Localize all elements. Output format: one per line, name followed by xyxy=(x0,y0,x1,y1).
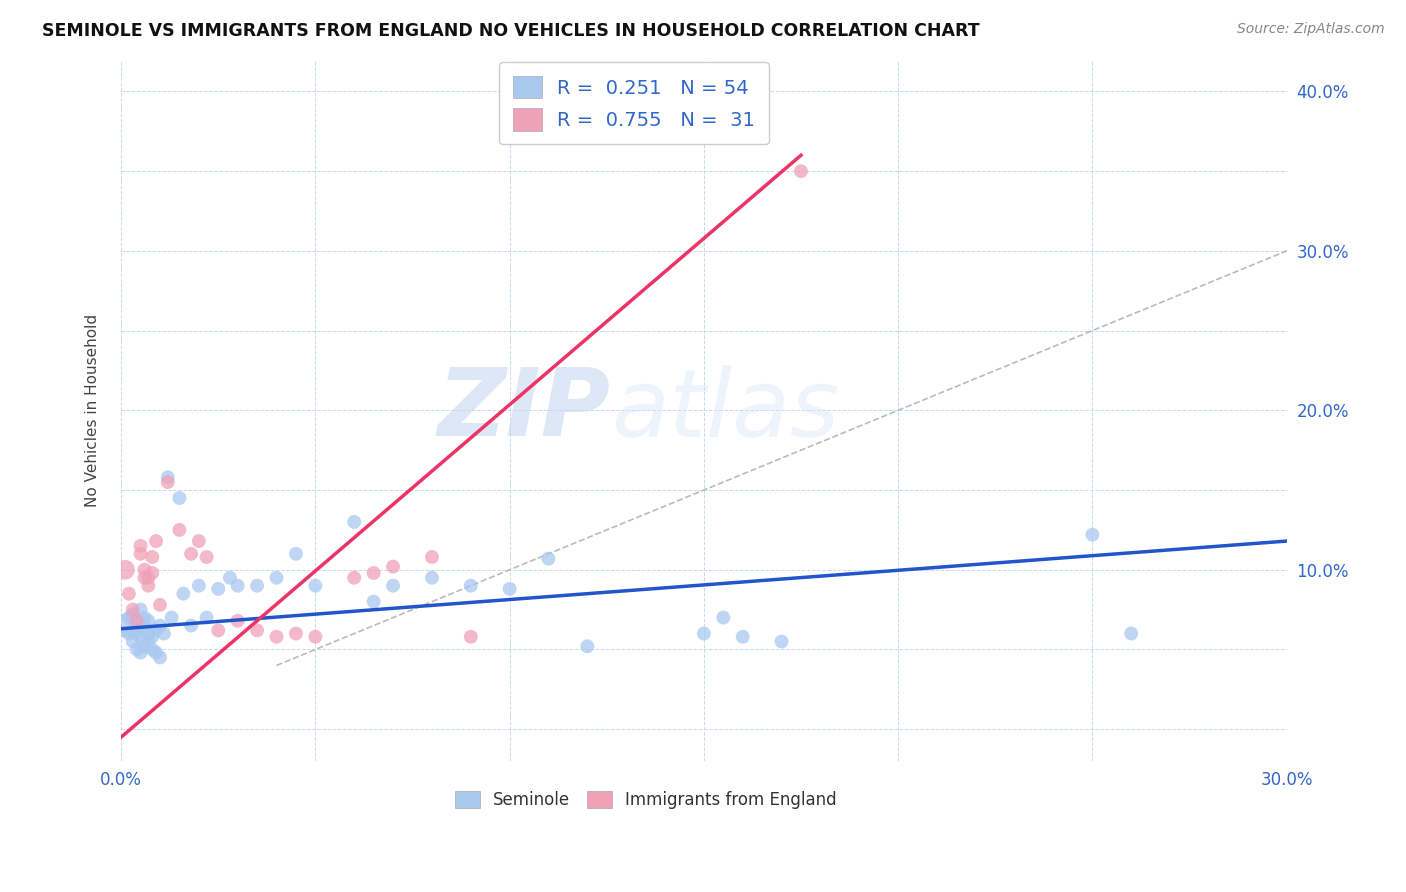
Point xyxy=(136,634,159,648)
Point xyxy=(129,630,152,644)
Point xyxy=(284,626,307,640)
Text: atlas: atlas xyxy=(610,365,839,456)
Point xyxy=(121,624,143,638)
Point xyxy=(537,551,560,566)
Point xyxy=(153,626,176,640)
Point xyxy=(363,566,385,580)
Point xyxy=(731,630,754,644)
Point xyxy=(134,640,156,654)
Point xyxy=(180,618,202,632)
Point xyxy=(363,594,385,608)
Point xyxy=(134,610,156,624)
Point xyxy=(129,547,152,561)
Point xyxy=(141,549,163,564)
Point xyxy=(207,582,229,596)
Point xyxy=(121,634,143,648)
Point xyxy=(125,626,148,640)
Point xyxy=(266,630,288,644)
Point xyxy=(1121,626,1143,640)
Point xyxy=(121,602,143,616)
Point xyxy=(246,624,269,638)
Point xyxy=(156,470,179,484)
Point xyxy=(145,534,167,549)
Point xyxy=(114,618,136,632)
Point xyxy=(129,602,152,616)
Point xyxy=(141,630,163,644)
Point xyxy=(498,582,520,596)
Point xyxy=(118,626,141,640)
Point xyxy=(711,610,734,624)
Text: SEMINOLE VS IMMIGRANTS FROM ENGLAND NO VEHICLES IN HOUSEHOLD CORRELATION CHART: SEMINOLE VS IMMIGRANTS FROM ENGLAND NO V… xyxy=(42,22,980,40)
Point xyxy=(226,614,249,628)
Point xyxy=(576,640,599,654)
Point xyxy=(145,646,167,660)
Point xyxy=(460,579,482,593)
Point xyxy=(460,630,482,644)
Point xyxy=(693,626,716,640)
Point xyxy=(134,571,156,585)
Point xyxy=(1081,527,1104,541)
Point xyxy=(129,646,152,660)
Point xyxy=(382,579,405,593)
Y-axis label: No Vehicles in Household: No Vehicles in Household xyxy=(86,314,100,507)
Point xyxy=(226,579,249,593)
Point xyxy=(169,523,191,537)
Point xyxy=(136,579,159,593)
Point xyxy=(172,587,194,601)
Point xyxy=(125,614,148,628)
Point xyxy=(219,571,242,585)
Point xyxy=(145,624,167,638)
Point xyxy=(195,610,218,624)
Point xyxy=(125,614,148,628)
Point xyxy=(129,622,152,636)
Point xyxy=(195,549,218,564)
Point xyxy=(118,610,141,624)
Text: Source: ZipAtlas.com: Source: ZipAtlas.com xyxy=(1237,22,1385,37)
Point xyxy=(790,164,813,178)
Point xyxy=(129,539,152,553)
Point xyxy=(156,475,179,489)
Point xyxy=(134,563,156,577)
Point xyxy=(141,642,163,657)
Point xyxy=(118,587,141,601)
Point xyxy=(169,491,191,505)
Point xyxy=(141,566,163,580)
Text: ZIP: ZIP xyxy=(437,364,610,457)
Point xyxy=(136,614,159,628)
Point xyxy=(246,579,269,593)
Point xyxy=(114,563,136,577)
Point xyxy=(343,515,366,529)
Point xyxy=(160,610,183,624)
Point xyxy=(207,624,229,638)
Point xyxy=(266,571,288,585)
Point xyxy=(180,547,202,561)
Point xyxy=(134,618,156,632)
Point xyxy=(343,571,366,585)
Point xyxy=(121,607,143,622)
Point xyxy=(284,547,307,561)
Point xyxy=(136,626,159,640)
Point xyxy=(149,618,172,632)
Point xyxy=(125,642,148,657)
Point xyxy=(136,571,159,585)
Point xyxy=(420,549,443,564)
Point xyxy=(149,598,172,612)
Point xyxy=(304,579,326,593)
Point xyxy=(187,534,209,549)
Point xyxy=(149,650,172,665)
Point xyxy=(770,634,793,648)
Point xyxy=(420,571,443,585)
Point xyxy=(304,630,326,644)
Point xyxy=(187,579,209,593)
Legend: Seminole, Immigrants from England: Seminole, Immigrants from England xyxy=(449,784,844,816)
Point xyxy=(382,559,405,574)
